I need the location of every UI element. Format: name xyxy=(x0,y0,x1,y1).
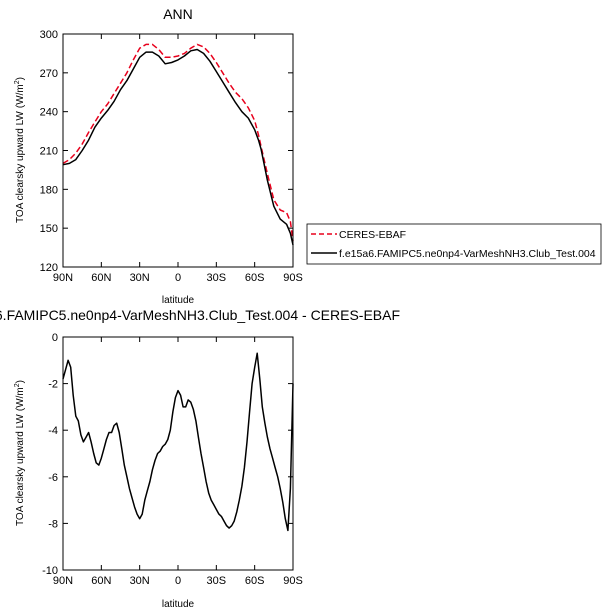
top-y-tick-label: 120 xyxy=(40,262,58,274)
top-y-tick-label: 300 xyxy=(40,29,58,41)
bottom-y-axis-label-main: TOA clearsky upward LW xyxy=(15,414,26,526)
top-y-tick-label: 210 xyxy=(40,146,58,158)
bottom-y-tick-label: 0 xyxy=(52,332,58,344)
bottom-y-tick-label: -8 xyxy=(48,518,58,530)
top-y-tick-label: 180 xyxy=(40,184,58,196)
top-y-axis-label: TOA clearsky upward LW (W/m2) xyxy=(14,77,26,223)
bottom-x-tick-label: 30N xyxy=(130,575,150,587)
bottom-y-axis-label-units: (W/m xyxy=(15,387,26,411)
legend-box xyxy=(306,223,602,265)
bottom-y-ticks: -10 -8 -6 -4 -2 0 xyxy=(42,332,293,577)
top-x-axis-label: latitude xyxy=(162,295,195,306)
bottom-y-tick-label: -10 xyxy=(42,565,58,577)
bottom-y-tick-label: -2 xyxy=(48,379,58,391)
bottom-y-axis-label-close: ) xyxy=(15,380,26,383)
bottom-series-line-0 xyxy=(62,352,294,532)
bottom-x-tick-label: 60N xyxy=(91,575,111,587)
top-y-axis-label-sup: 2 xyxy=(14,80,21,84)
top-x-tick-label: 60S xyxy=(245,272,265,284)
bottom-y-axis-label: TOA clearsky upward LW (W/m2) xyxy=(14,380,26,526)
top-series-line-1 xyxy=(62,48,294,246)
top-x-tick-label: 30S xyxy=(207,272,227,284)
top-x-tick-label: 90S xyxy=(283,272,303,284)
legend-label-model: f.e15a6.FAMIPC5.ne0np4-VarMeshNH3.Club_T… xyxy=(339,248,596,260)
top-y-tick-label: 240 xyxy=(40,107,58,119)
top-y-tick-label: 270 xyxy=(40,68,58,80)
top-x-tick-label: 60N xyxy=(91,272,111,284)
bottom-x-tick-label: 90S xyxy=(283,575,303,587)
legend-label-ceres: CERES-EBAF xyxy=(339,229,406,241)
bottom-y-tick-label: -6 xyxy=(48,472,58,484)
bottom-x-tick-label: 90N xyxy=(53,575,73,587)
top-x-tick-label: 30N xyxy=(130,272,150,284)
bottom-x-axis-label: latitude xyxy=(162,599,195,610)
bottom-y-axis-label-sup: 2 xyxy=(14,383,21,387)
top-x-ticks: 90N 60N 30N 0 30S 60S 90S xyxy=(53,34,303,284)
top-chart-title: ANN xyxy=(163,6,193,22)
top-y-ticks: 120 150 180 210 240 270 300 xyxy=(40,29,293,274)
bottom-panel: f.e15a6.FAMIPC5.ne0np4-VarMeshNH3.Club_T… xyxy=(0,307,400,610)
top-plot-frame xyxy=(62,33,294,268)
top-y-tick-label: 150 xyxy=(40,223,58,235)
bottom-x-tick-label: 0 xyxy=(175,575,181,587)
bottom-chart-title: f.e15a6.FAMIPC5.ne0np4-VarMeshNH3.Club_T… xyxy=(0,307,400,323)
bottom-y-tick-label: -4 xyxy=(48,425,58,437)
top-y-axis-label-close: ) xyxy=(15,77,26,80)
top-x-tick-label: 90N xyxy=(53,272,73,284)
bottom-x-tick-label: 30S xyxy=(207,575,227,587)
top-y-axis-label-units: (W/m xyxy=(15,84,26,108)
bottom-x-tick-label: 60S xyxy=(245,575,265,587)
bottom-x-ticks: 90N 60N 30N 0 30S 60S 90S xyxy=(53,337,303,587)
top-x-tick-label: 0 xyxy=(175,272,181,284)
legend: CERES-EBAF f.e15a6.FAMIPC5.ne0np4-VarMes… xyxy=(306,223,602,265)
top-y-axis-label-main: TOA clearsky upward LW xyxy=(15,111,26,223)
top-panel: ANN 90N 60N 30N 0 30S 60S 90S 120 150 180 210 240 2… xyxy=(14,6,602,306)
top-series-line-0 xyxy=(62,43,294,242)
